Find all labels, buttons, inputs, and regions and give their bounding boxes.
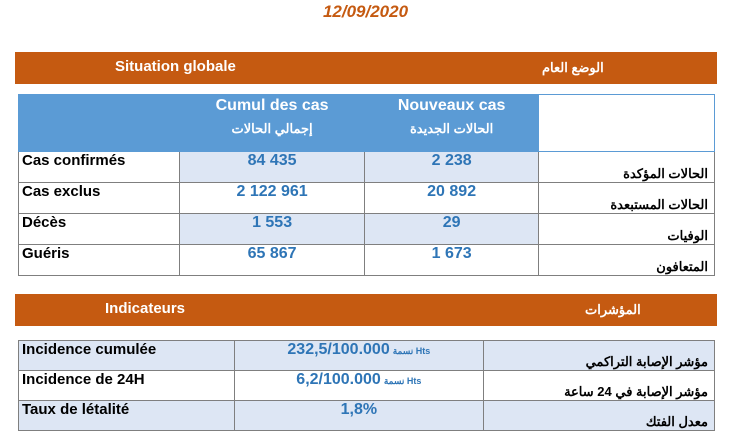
header-cumul-ar: إجمالي الحالات (231, 121, 313, 136)
indicators-title-ar: المؤشرات (585, 302, 641, 317)
row-cumul-value: 84 435 (178, 151, 366, 183)
table-row: Cas exclus 2 122 961 20 892 الحالات المس… (18, 182, 716, 214)
row-label-ar: الوفيات (537, 213, 716, 245)
indicator-value: 6,2/100.000 (296, 371, 381, 388)
indicators-table: Incidence cumulée 232,5/100.000 نسمة Hts … (18, 340, 716, 431)
indicators-header: Indicateurs المؤشرات (15, 294, 717, 326)
indicator-value-cell: 232,5/100.000 نسمة Hts (233, 340, 484, 371)
row-new-value: 20 892 (364, 182, 539, 214)
indicator-label-fr: Incidence cumulée (18, 340, 235, 371)
report-date: 12/09/2020 (322, 2, 409, 21)
indicator-label-ar: مؤشر الإصابة التراكمي (482, 340, 716, 371)
global-title-ar: الوضع العام (542, 60, 604, 75)
table-row: Décès 1 553 29 الوفيات (18, 213, 716, 245)
row-label-fr: Guéris (18, 244, 180, 276)
indicators-title-fr: Indicateurs (105, 300, 186, 317)
indicator-value-cell: 1,8% (233, 400, 484, 431)
indicator-label-ar: مؤشر الإصابة في 24 ساعة (482, 370, 716, 401)
row-cumul-value: 2 122 961 (178, 182, 366, 214)
header-new: Nouveaux cas الحالات الجديدة (364, 94, 539, 152)
indicator-value: 1,8% (340, 401, 378, 418)
table-row: Incidence de 24H 6,2/100.000 نسمة Hts مؤش… (18, 370, 716, 401)
row-new-value: 1 673 (364, 244, 539, 276)
header-empty-cell (18, 94, 180, 152)
row-new-value: 2 238 (364, 151, 539, 183)
global-situation-header: Situation globale الوضع العام (15, 52, 717, 84)
table-row: Cas confirmés 84 435 2 238 الحالات المؤك… (18, 151, 716, 183)
row-label-ar: الحالات المستبعدة (537, 182, 716, 214)
row-label-fr: Décès (18, 213, 180, 245)
indicator-value: 232,5/100.000 (287, 341, 390, 358)
header-cumul: Cumul des cas إجمالي الحالات (178, 94, 366, 152)
row-label-fr: Cas confirmés (18, 151, 180, 183)
table-row: Guéris 65 867 1 673 المتعافون (18, 244, 716, 276)
header-empty-cell-ar (537, 94, 716, 152)
table-row: Taux de létalité 1,8% معدل الفتك (18, 400, 716, 431)
row-label-ar: المتعافون (537, 244, 716, 276)
indicator-label-ar: معدل الفتك (482, 400, 716, 431)
row-cumul-value: 1 553 (178, 213, 366, 245)
table-header-row: Cumul des cas إجمالي الحالات Nouveaux ca… (18, 94, 716, 152)
indicator-value-cell: 6,2/100.000 نسمة Hts (233, 370, 484, 401)
row-new-value: 29 (364, 213, 539, 245)
indicator-unit: نسمة Hts (383, 376, 422, 386)
indicator-label-fr: Incidence de 24H (18, 370, 235, 401)
global-title-fr: Situation globale (115, 58, 236, 75)
header-new-fr: Nouveaux cas (397, 97, 506, 114)
table-row: Incidence cumulée 232,5/100.000 نسمة Hts … (18, 340, 716, 371)
indicator-unit: نسمة Hts (392, 346, 431, 356)
row-label-ar: الحالات المؤكدة (537, 151, 716, 183)
row-cumul-value: 65 867 (178, 244, 366, 276)
global-situation-table: Cumul des cas إجمالي الحالات Nouveaux ca… (18, 94, 716, 276)
indicator-label-fr: Taux de létalité (18, 400, 235, 431)
header-cumul-fr: Cumul des cas (215, 97, 329, 114)
header-new-ar: الحالات الجديدة (410, 121, 494, 136)
row-label-fr: Cas exclus (18, 182, 180, 214)
